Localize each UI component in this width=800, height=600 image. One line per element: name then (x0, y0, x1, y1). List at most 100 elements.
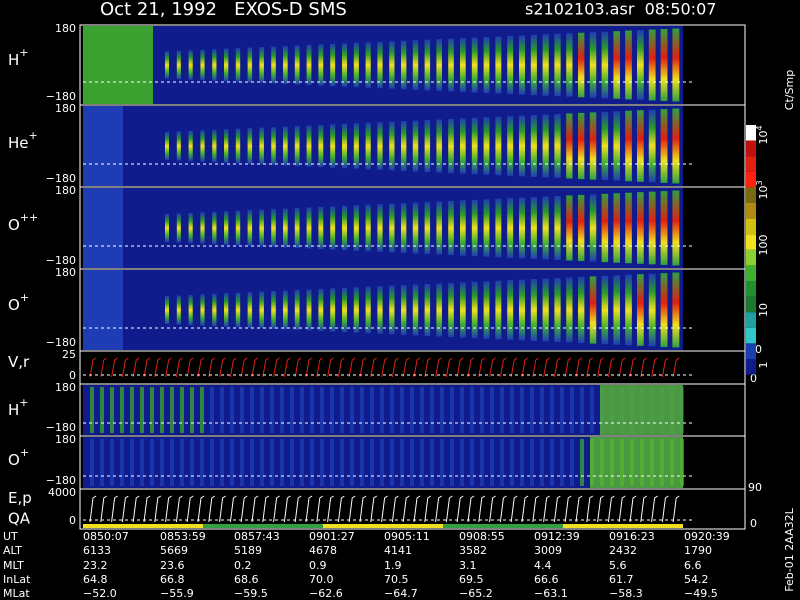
spin-stripe (530, 34, 537, 96)
table-cell: 0908:55 (459, 530, 505, 543)
spin-stripe (120, 439, 124, 486)
spin-stripe (318, 124, 324, 168)
panel (83, 437, 695, 488)
spin-stripe (400, 387, 404, 433)
spin-stripe (550, 387, 554, 433)
trace (651, 357, 658, 378)
spin-stripe (330, 439, 334, 486)
table-cell: −65.2 (459, 587, 493, 600)
spin-stripe (100, 439, 104, 486)
spin-stripe (370, 387, 374, 433)
trace (510, 357, 518, 378)
trace (532, 495, 540, 523)
spin-stripe (648, 29, 656, 101)
table-cell: −49.5 (684, 587, 718, 600)
spin-stripe (554, 196, 561, 260)
table-cell: 4.4 (534, 559, 552, 572)
spin-stripe (283, 208, 288, 248)
table-cell: 0912:39 (534, 530, 580, 543)
trace (186, 495, 194, 523)
spin-stripe (566, 277, 573, 343)
spin-stripe (200, 212, 205, 244)
spin-stripe (306, 289, 312, 331)
spin-stripe (495, 198, 502, 258)
spin-stripe (507, 280, 514, 340)
trace (316, 495, 324, 523)
y-tick-label: 180 (55, 184, 76, 197)
spin-stripe (271, 209, 276, 247)
y-tick-label: 180 (55, 266, 76, 279)
trace (445, 495, 453, 523)
spin-stripe (318, 288, 324, 332)
table-cell: 6133 (83, 544, 111, 557)
spin-stripe (247, 47, 253, 83)
spin-stripe (420, 387, 424, 433)
spin-stripe (660, 109, 668, 183)
spin-stripe (460, 38, 466, 92)
colorbar-unit: Ct/Smp (783, 70, 796, 110)
table-cell: 3.1 (459, 559, 477, 572)
spin-stripe (570, 439, 574, 486)
table-cell: 66.6 (534, 573, 559, 586)
trace (251, 495, 259, 523)
spin-stripe (170, 387, 174, 433)
spin-stripe (188, 212, 193, 244)
title: Oct 21, 1992 EXOS-D SMS (100, 0, 347, 20)
table-cell: 3582 (459, 544, 487, 557)
spin-stripe (389, 41, 395, 89)
spin-stripe (290, 439, 294, 486)
spin-stripe (448, 38, 454, 92)
spin-stripe (380, 439, 384, 486)
label-text: H (8, 51, 19, 69)
trace (618, 495, 626, 523)
trace (186, 357, 194, 378)
trace (154, 495, 162, 523)
spin-stripe (224, 211, 229, 245)
spin-stripe (247, 292, 253, 328)
spin-stripe (470, 439, 474, 486)
colorbar-segment (746, 156, 756, 172)
spin-stripe (160, 387, 164, 433)
spin-stripe (471, 199, 478, 257)
trace (305, 495, 313, 523)
spin-stripe (500, 439, 504, 486)
colorbar-segment (746, 343, 756, 359)
spin-stripe (370, 439, 374, 486)
spin-stripe (342, 287, 348, 333)
trace (456, 495, 464, 523)
row-label: UT (3, 530, 18, 543)
spin-stripe (180, 387, 184, 433)
spin-stripe (560, 387, 564, 433)
spin-stripe (542, 196, 549, 260)
y-tick-label: 0 (69, 369, 76, 382)
panel (83, 385, 695, 435)
trace (316, 357, 324, 378)
panel-label: H+ (8, 46, 29, 69)
spin-stripe (188, 294, 193, 326)
spin-stripe (450, 387, 454, 433)
trace (618, 357, 626, 378)
colorbar-label: 1 (757, 362, 770, 369)
trace (391, 357, 399, 378)
label-text: H (8, 401, 19, 419)
row-label: InLat (3, 573, 31, 586)
trace (121, 495, 129, 523)
label-sup: + (20, 446, 29, 459)
trace (143, 357, 151, 378)
trace (391, 495, 399, 523)
label-text: V,r (8, 353, 30, 371)
colorbar-segment (746, 312, 756, 328)
spin-stripe (401, 203, 407, 253)
spin-stripe (310, 439, 314, 486)
spin-stripe (483, 199, 490, 257)
spin-stripe (260, 439, 264, 486)
spin-stripe (424, 39, 431, 91)
panel (83, 188, 695, 268)
spin-stripe (389, 285, 395, 335)
spin-stripe (589, 276, 597, 344)
left-block (83, 26, 153, 104)
panel-label: QA (8, 510, 31, 528)
spin-stripe (270, 439, 274, 486)
panel (83, 26, 695, 104)
spin-stripe (365, 122, 371, 170)
